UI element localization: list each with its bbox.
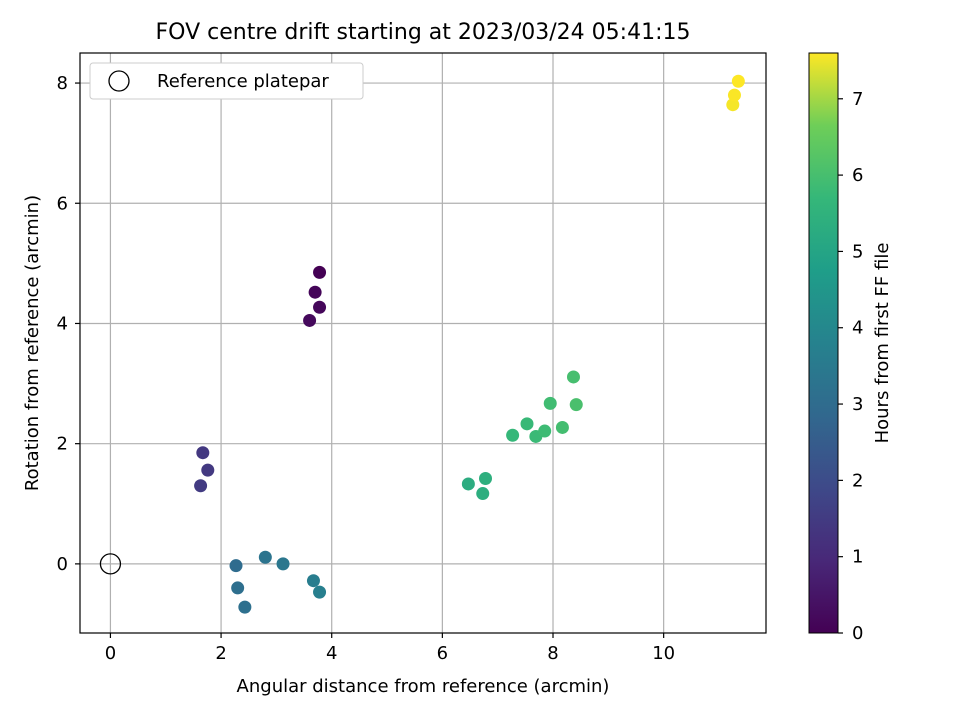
x-tick-label: 8 [547,643,558,664]
y-tick-label: 8 [57,73,68,94]
scatter-point [201,463,215,477]
y-tick-label: 6 [57,193,68,214]
colorbar-tick-label: 6 [852,165,863,186]
grid-lines [80,53,766,633]
scatter-point [303,313,317,327]
scatter-point [727,88,741,102]
scatter-point [479,472,493,486]
colorbar-tick-label: 3 [852,394,863,415]
colorbar: 0 1 2 3 4 5 6 7 Hours from first FF file [808,52,893,644]
legend: Reference platepar [89,62,364,100]
scatter-point [306,574,320,588]
colorbar-label: Hours from first FF file [872,243,893,444]
x-tick-label: 0 [105,643,116,664]
scatter-point [196,446,210,460]
scatter-point [476,487,490,501]
x-tick-label: 10 [652,643,675,664]
x-axis-label: Angular distance from reference (arcmin) [237,676,610,697]
scatter-point [731,74,745,88]
x-tick-label: 2 [215,643,226,664]
legend-box [89,62,364,100]
chart-title: FOV centre drift starting at 2023/03/24 … [156,20,691,45]
legend-reference-label: Reference platepar [157,71,329,92]
scatter-point [194,479,208,493]
plot-frame [79,52,767,634]
legend-reference-marker [108,70,130,92]
scatter-point [520,417,534,431]
x-tick-label: 4 [326,643,337,664]
scatter-point [231,581,245,595]
scatter-point [461,477,475,491]
scatter-point [308,285,322,299]
data-points [99,74,745,614]
colorbar-gradient [808,52,839,634]
colorbar-tick-label: 0 [852,623,863,644]
plot-area: 0 2 4 6 8 10 0 2 4 6 8 [57,52,767,664]
scatter-point [238,600,252,614]
scatter-point [229,559,243,573]
colorbar-ticks: 0 1 2 3 4 5 6 7 [838,89,863,644]
scatter-point [569,398,583,412]
scatter-point [538,424,552,438]
plot-background [80,53,766,633]
scatter-point [313,585,327,599]
scatter-point [726,98,740,112]
x-axis-ticks: 0 2 4 6 8 10 [105,633,675,664]
scatter-point [313,300,327,314]
colorbar-tick-label: 7 [852,89,863,110]
scatter-point [543,396,557,410]
colorbar-tick-label: 2 [852,470,863,491]
scatter-point [276,557,290,571]
y-axis-label: Rotation from reference (arcmin) [22,195,43,491]
y-tick-label: 2 [57,434,68,455]
y-tick-label: 4 [57,313,68,334]
y-axis-ticks: 0 2 4 6 8 [57,73,80,575]
y-tick-label: 0 [57,554,68,575]
scatter-point [555,420,569,434]
scatter-point [566,370,580,384]
colorbar-tick-label: 4 [852,318,863,339]
scatter-point [506,428,520,442]
scatter-point [313,265,327,279]
scatter-point [258,550,272,564]
colorbar-tick-label: 5 [852,241,863,262]
colorbar-tick-label: 1 [852,547,863,568]
reference-platepar-point [99,553,122,575]
x-tick-label: 6 [437,643,448,664]
